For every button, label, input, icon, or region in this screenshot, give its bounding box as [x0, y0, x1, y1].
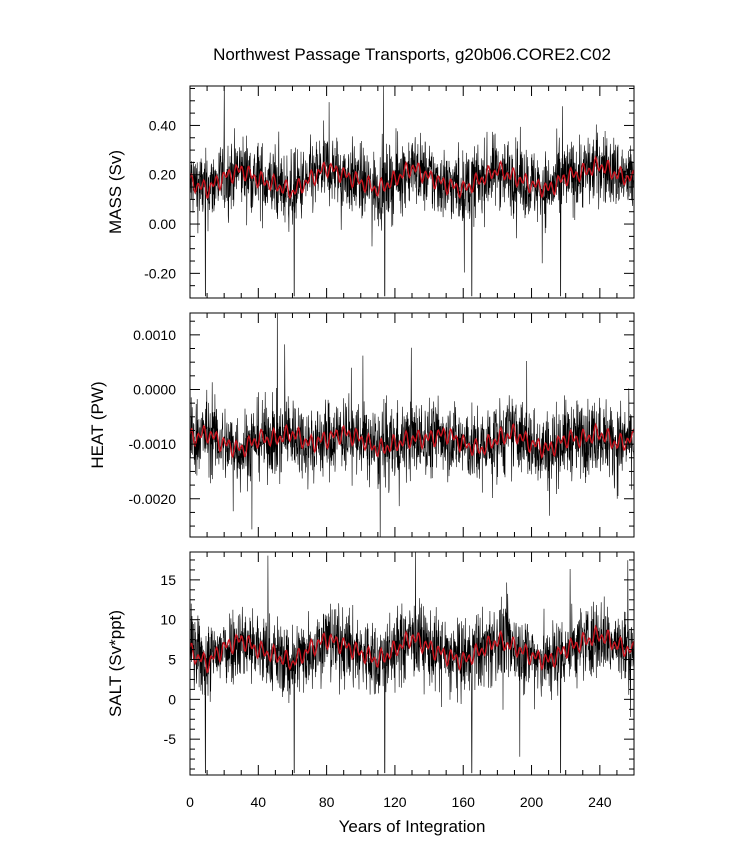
- x-tick-label: 80: [319, 794, 335, 810]
- mass-smoothed-series-line: [190, 155, 634, 200]
- salt-y-axis-label: SALT (Sv*ppt): [106, 610, 125, 717]
- mass-y-tick-label: 0.00: [149, 216, 176, 232]
- figure-title: Northwest Passage Transports, g20b06.COR…: [213, 45, 611, 64]
- salt-y-tick-label: 15: [160, 572, 176, 588]
- salt-y-tick-label: -5: [164, 731, 177, 747]
- x-tick-label: 0: [186, 794, 194, 810]
- heat-raw-series-line: [190, 313, 634, 537]
- mass-y-tick-label: 0.20: [149, 167, 176, 183]
- x-tick-label: 40: [251, 794, 267, 810]
- x-tick-label: 240: [588, 794, 612, 810]
- heat-y-tick-label: -0.0010: [129, 436, 177, 452]
- heat-panel: -0.0020 -0.0010 0.0000 0.0010 HEAT (PW): [88, 312, 635, 538]
- mass-y-tick-label: 0.40: [149, 117, 176, 133]
- salt-y-tick-label: 0: [168, 691, 176, 707]
- x-axis-label: Years of Integration: [339, 817, 486, 836]
- mass-y-axis-label: MASS (Sv): [106, 150, 125, 234]
- mass-raw-series-line: [190, 86, 634, 297]
- mass-panel: -0.20 0.00 0.20 0.40 MASS (Sv): [106, 85, 635, 299]
- x-tick-label: 160: [452, 794, 476, 810]
- salt-raw-series-line: [190, 552, 634, 774]
- panels: -0.20 0.00 0.20 0.40 MASS (Sv) -0.0020 -0.0010…: [88, 85, 635, 810]
- heat-y-axis-label: HEAT (PW): [88, 381, 107, 468]
- heat-smoothed-series-line: [190, 422, 634, 459]
- salt-panel: -5 0 5 10 15 SALT (Sv*ppt) 0 40 80 120 160 200 240: [106, 551, 635, 810]
- mass-y-tick-label: -0.20: [144, 265, 176, 281]
- heat-y-tick-label: 0.0000: [133, 381, 176, 397]
- salt-y-tick-label: 5: [168, 652, 176, 668]
- salt-y-tick-label: 10: [160, 612, 176, 628]
- x-tick-label: 200: [520, 794, 544, 810]
- x-tick-label: 120: [383, 794, 407, 810]
- heat-y-tick-label: -0.0020: [129, 491, 177, 507]
- salt-plot-frame: [189, 551, 635, 776]
- heat-y-tick-label: 0.0010: [133, 327, 176, 343]
- salt-smoothed-series-line: [190, 624, 634, 674]
